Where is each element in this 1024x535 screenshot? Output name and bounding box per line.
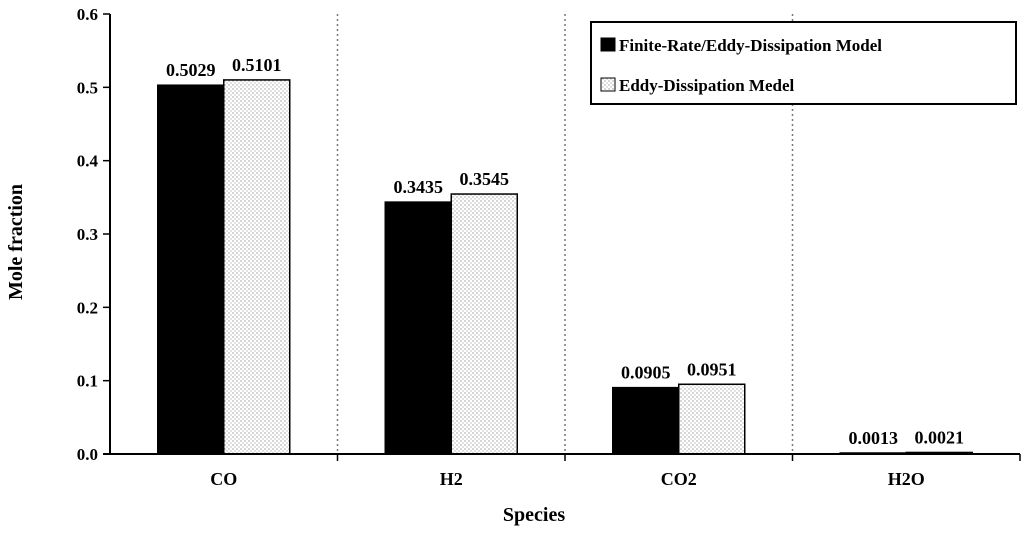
x-tick-label: H2	[440, 469, 463, 489]
legend-swatch-eddy-dissipation	[600, 77, 616, 92]
data-label-eddy-dissipation-h2: 0.3545	[460, 169, 510, 189]
x-axis-title: Species	[503, 504, 565, 526]
y-tick-label: 0.0	[77, 445, 98, 464]
legend: Finite-Rate/Eddy-Dissipation Model Eddy-…	[590, 21, 1017, 105]
y-tick-label: 0.5	[77, 78, 98, 97]
data-label-finite-rate-co2: 0.0905	[621, 363, 671, 383]
data-label-eddy-dissipation-co2: 0.0951	[687, 359, 737, 379]
legend-swatch-finite-rate	[600, 37, 616, 52]
data-label-eddy-dissipation-h2o: 0.0021	[915, 427, 965, 447]
y-tick-label: 0.4	[77, 152, 99, 171]
bar-finite-rate-h2	[384, 201, 452, 455]
data-label-finite-rate-h2: 0.3435	[394, 177, 444, 197]
y-tick-label: 0.6	[77, 5, 98, 24]
legend-label-eddy-dissipation: Eddy-Dissipation Medel	[619, 76, 794, 95]
y-tick-label: 0.3	[77, 225, 98, 244]
bar-eddy-dissipation-co	[223, 79, 291, 455]
x-tick-label: CO	[210, 469, 237, 489]
y-axis-title: Mole fraction	[5, 184, 27, 300]
legend-box	[590, 21, 1017, 105]
y-tick-label: 0.2	[77, 298, 98, 317]
y-tick-label: 0.1	[77, 372, 98, 391]
data-label-finite-rate-h2o: 0.0013	[849, 428, 899, 448]
data-label-finite-rate-co: 0.5029	[166, 60, 216, 80]
legend-label-finite-rate: Finite-Rate/Eddy-Dissipation Model	[619, 36, 882, 55]
x-tick-label: CO2	[661, 469, 697, 489]
bar-eddy-dissipation-h2	[450, 193, 518, 455]
bar-eddy-dissipation-co2	[678, 383, 746, 455]
bar-finite-rate-co	[157, 84, 225, 455]
data-label-eddy-dissipation-co: 0.5101	[232, 55, 282, 75]
bar-finite-rate-co2	[612, 386, 680, 455]
x-tick-label: H2O	[888, 469, 925, 489]
